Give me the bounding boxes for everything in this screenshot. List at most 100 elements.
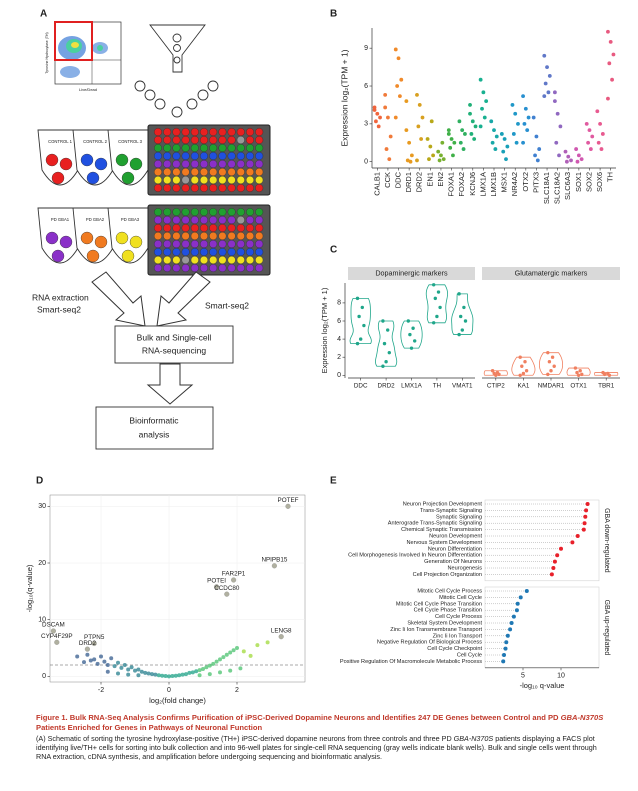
data-point [472,137,477,141]
data-point [374,119,378,124]
data-point [543,81,548,86]
well [172,184,181,192]
process-box [114,325,234,364]
y-axis-label: Expression log₂(TPM + 1) [339,49,349,146]
caption: Figure 1. Bulk RNA-Seq Analysis Confirms… [36,713,606,761]
data-point [514,608,519,613]
well [255,208,264,216]
data-point [384,360,388,364]
data-point [119,665,124,670]
data-point [153,672,158,677]
y-tick-label: 6 [337,318,341,325]
data-point [381,364,385,368]
facet-strip [348,267,475,280]
labeled-point [50,628,56,634]
data-point [457,332,461,337]
x-tick-label: SLC18A1 [542,172,551,204]
well [172,152,181,160]
well [163,168,172,176]
caption-title: Figure 1. Bulk RNA-Seq Analysis Confirms… [36,713,606,732]
well [236,144,245,152]
panel-label: B [330,9,337,20]
data-point [558,124,563,129]
term-label: Trans-Synaptic Signaling [420,508,482,514]
facet-strip [482,267,620,280]
data-point [550,355,555,359]
box-text: RNA-sequencing [142,345,207,355]
well [255,136,264,144]
well [255,128,264,136]
data-point [534,134,539,139]
data-point [460,328,464,332]
cell [94,235,108,249]
data-point [602,372,607,377]
data-point [510,103,515,107]
data-point [579,157,584,162]
well [154,160,162,168]
data-point [436,290,441,294]
well [172,248,181,256]
facet-panel [484,499,600,582]
data-point [587,128,592,133]
data-point [573,366,578,370]
data-point [564,159,569,164]
x-tick-label: LMX1A [478,172,487,197]
data-point [384,147,389,151]
data-point [386,328,390,332]
data-point [383,92,388,97]
data-point [599,147,604,151]
well [218,248,227,256]
x-tick-label: EN2 [436,172,445,187]
data-point [218,657,222,662]
data-point [468,111,472,116]
point-label: LENG8 [271,627,292,634]
y-tick-label: 0 [337,372,341,379]
well [172,168,181,176]
data-point [126,672,131,677]
term-label: Cell Cycle Phase Transition [414,608,482,614]
well [255,248,264,256]
well [218,184,227,192]
well [200,176,208,184]
data-point [376,124,381,129]
data-point [241,649,246,654]
data-point [511,132,516,136]
well [227,264,236,272]
data-point [526,115,531,120]
data-point [207,672,212,677]
data-point [457,292,461,296]
caption-text: Patients Enriched for Genes in Pathways … [36,722,263,732]
x-tick-label: TBR1 [598,383,615,390]
x-axis-label: -log₁₀ q-value [520,681,565,690]
well [255,216,264,224]
well [181,208,190,216]
x-tick-label: KA1 [517,383,529,390]
well [172,176,181,184]
y-tick-label: 20 [38,560,46,567]
well [190,160,199,168]
facs-plot: Tyrosine Hydroxylase (TH) Live/Dead [45,21,122,92]
y-tick-label: 3 [364,121,368,128]
data-point [156,673,161,678]
well [181,256,190,264]
well [163,264,172,272]
x-tick-label: DRD2 [415,172,424,192]
well [181,232,190,240]
cell [45,153,59,167]
violin [539,352,563,375]
data-point [590,134,595,139]
well [209,208,218,216]
data-point [596,140,601,145]
x-tick-label: DRD2 [378,383,396,390]
data-point [546,350,550,355]
well [172,216,181,224]
x-tick-label: CCK [383,172,392,188]
well [236,176,245,184]
well [181,160,190,168]
data-point [197,673,202,678]
well [200,168,208,176]
x-tick-label: LMX1B [489,172,498,197]
data-point [88,658,93,663]
well [218,240,227,248]
